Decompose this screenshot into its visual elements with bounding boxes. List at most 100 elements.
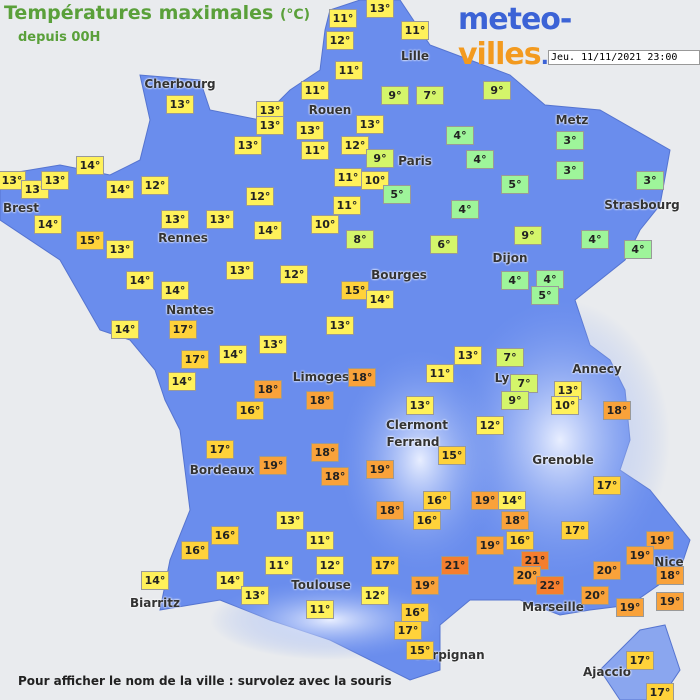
temperature-label: 7° <box>496 348 524 367</box>
logo[interactable]: meteo-villes.com <box>458 2 700 72</box>
temperature-label: 14° <box>141 571 169 590</box>
temperature-label: 21° <box>441 556 469 575</box>
temperature-label: 9° <box>483 81 511 100</box>
temperature-label: 14° <box>254 221 282 240</box>
temperature-label: 18° <box>603 401 631 420</box>
city-name: Limoges <box>292 370 350 384</box>
temperature-label: 19° <box>259 456 287 475</box>
temperature-label: 17° <box>646 683 674 700</box>
temperature-label: 13° <box>206 210 234 229</box>
temperature-label: 14° <box>106 180 134 199</box>
city-name: Grenoble <box>532 453 594 467</box>
temperature-label: 10° <box>311 215 339 234</box>
city-name: Brest <box>2 201 40 215</box>
temperature-label: 19° <box>476 536 504 555</box>
logo-part: villes <box>458 37 542 72</box>
temperature-label: 13° <box>241 586 269 605</box>
temperature-label: 17° <box>169 320 197 339</box>
city-name: Ly <box>494 371 510 385</box>
temperature-label: 13° <box>106 240 134 259</box>
city-name: Rouen <box>308 103 352 117</box>
temperature-label: 15° <box>406 641 434 660</box>
temperature-label: 15° <box>76 231 104 250</box>
temperature-label: 13° <box>259 335 287 354</box>
temperature-label: 13° <box>406 396 434 415</box>
temperature-label: 3° <box>556 131 584 150</box>
temperature-label: 12° <box>246 187 274 206</box>
temperature-label: 11° <box>426 364 454 383</box>
temperature-label: 7° <box>510 374 538 393</box>
temperature-label: 11° <box>334 168 362 187</box>
temperature-label: 9° <box>501 391 529 410</box>
temperature-label: 18° <box>254 380 282 399</box>
temperature-label: 11° <box>329 9 357 28</box>
temperature-label: 17° <box>181 350 209 369</box>
temperature-label: 18° <box>376 501 404 520</box>
logo-part: meteo- <box>458 2 572 37</box>
temperature-label: 20° <box>581 586 609 605</box>
temperature-label: 19° <box>626 546 654 565</box>
temperature-label: 13° <box>234 136 262 155</box>
temperature-label: 12° <box>361 586 389 605</box>
city-name: Bourges <box>371 268 427 282</box>
temperature-label: 12° <box>476 416 504 435</box>
temperature-label: 11° <box>306 600 334 619</box>
temperature-label: 18° <box>501 511 529 530</box>
temperature-label: 19° <box>646 531 674 550</box>
temperature-label: 14° <box>76 156 104 175</box>
temperature-label: 14° <box>498 491 526 510</box>
temperature-label: 12° <box>326 31 354 50</box>
relief <box>450 300 670 580</box>
relief <box>210 580 450 660</box>
footer: Pour afficher le nom de la ville : survo… <box>18 674 392 688</box>
temperature-label: 16° <box>506 531 534 550</box>
temperature-label: 4° <box>466 150 494 169</box>
temperature-label: 9° <box>381 86 409 105</box>
temperature-label: 15° <box>438 446 466 465</box>
temperature-label: 10° <box>551 396 579 415</box>
city-name: Annecy <box>572 362 622 376</box>
temperature-label: 19° <box>411 576 439 595</box>
temperature-label: 19° <box>616 598 644 617</box>
temperature-label: 16° <box>211 526 239 545</box>
temperature-label: 16° <box>423 491 451 510</box>
temperature-label: 13° <box>554 381 582 400</box>
temperature-label: 13° <box>454 346 482 365</box>
city-name: Marseille <box>522 600 584 614</box>
city-name: Dijon <box>492 251 528 265</box>
city-name: Clermont <box>385 418 449 432</box>
temperature-label: 14° <box>366 290 394 309</box>
temperature-label: 17° <box>593 476 621 495</box>
temperature-label: 13° <box>326 316 354 335</box>
city-name: Ferrand <box>386 435 440 449</box>
city-name: Paris <box>398 154 432 168</box>
city-name: Nantes <box>166 303 214 317</box>
temperature-label: 11° <box>306 531 334 550</box>
temperature-label: 4° <box>446 126 474 145</box>
temperature-label: 16° <box>236 401 264 420</box>
temperature-label: 18° <box>311 443 339 462</box>
temperature-label: 13° <box>256 116 284 135</box>
temperature-label: 11° <box>333 196 361 215</box>
temperature-label: 14° <box>111 320 139 339</box>
temperature-label: 17° <box>561 521 589 540</box>
temperature-label: 13° <box>161 210 189 229</box>
temperature-label: 11° <box>335 61 363 80</box>
timestamp: Jeu. 11/11/2021 23:00 <box>548 50 700 65</box>
temperature-label: 19° <box>656 592 684 611</box>
temperature-label: 19° <box>471 491 499 510</box>
temperature-label: 15° <box>341 281 369 300</box>
temperature-label: 13° <box>296 121 324 140</box>
city-name: Toulouse <box>291 578 351 592</box>
temperature-label: 4° <box>451 200 479 219</box>
temperature-label: 22° <box>536 576 564 595</box>
temperature-label: 3° <box>556 161 584 180</box>
temperature-label: 11° <box>301 81 329 100</box>
city-name: Strasbourg <box>604 198 680 212</box>
temperature-label: 3° <box>636 171 664 190</box>
temperature-label: 18° <box>656 566 684 585</box>
temperature-label: 5° <box>383 185 411 204</box>
temperature-label: 14° <box>161 281 189 300</box>
